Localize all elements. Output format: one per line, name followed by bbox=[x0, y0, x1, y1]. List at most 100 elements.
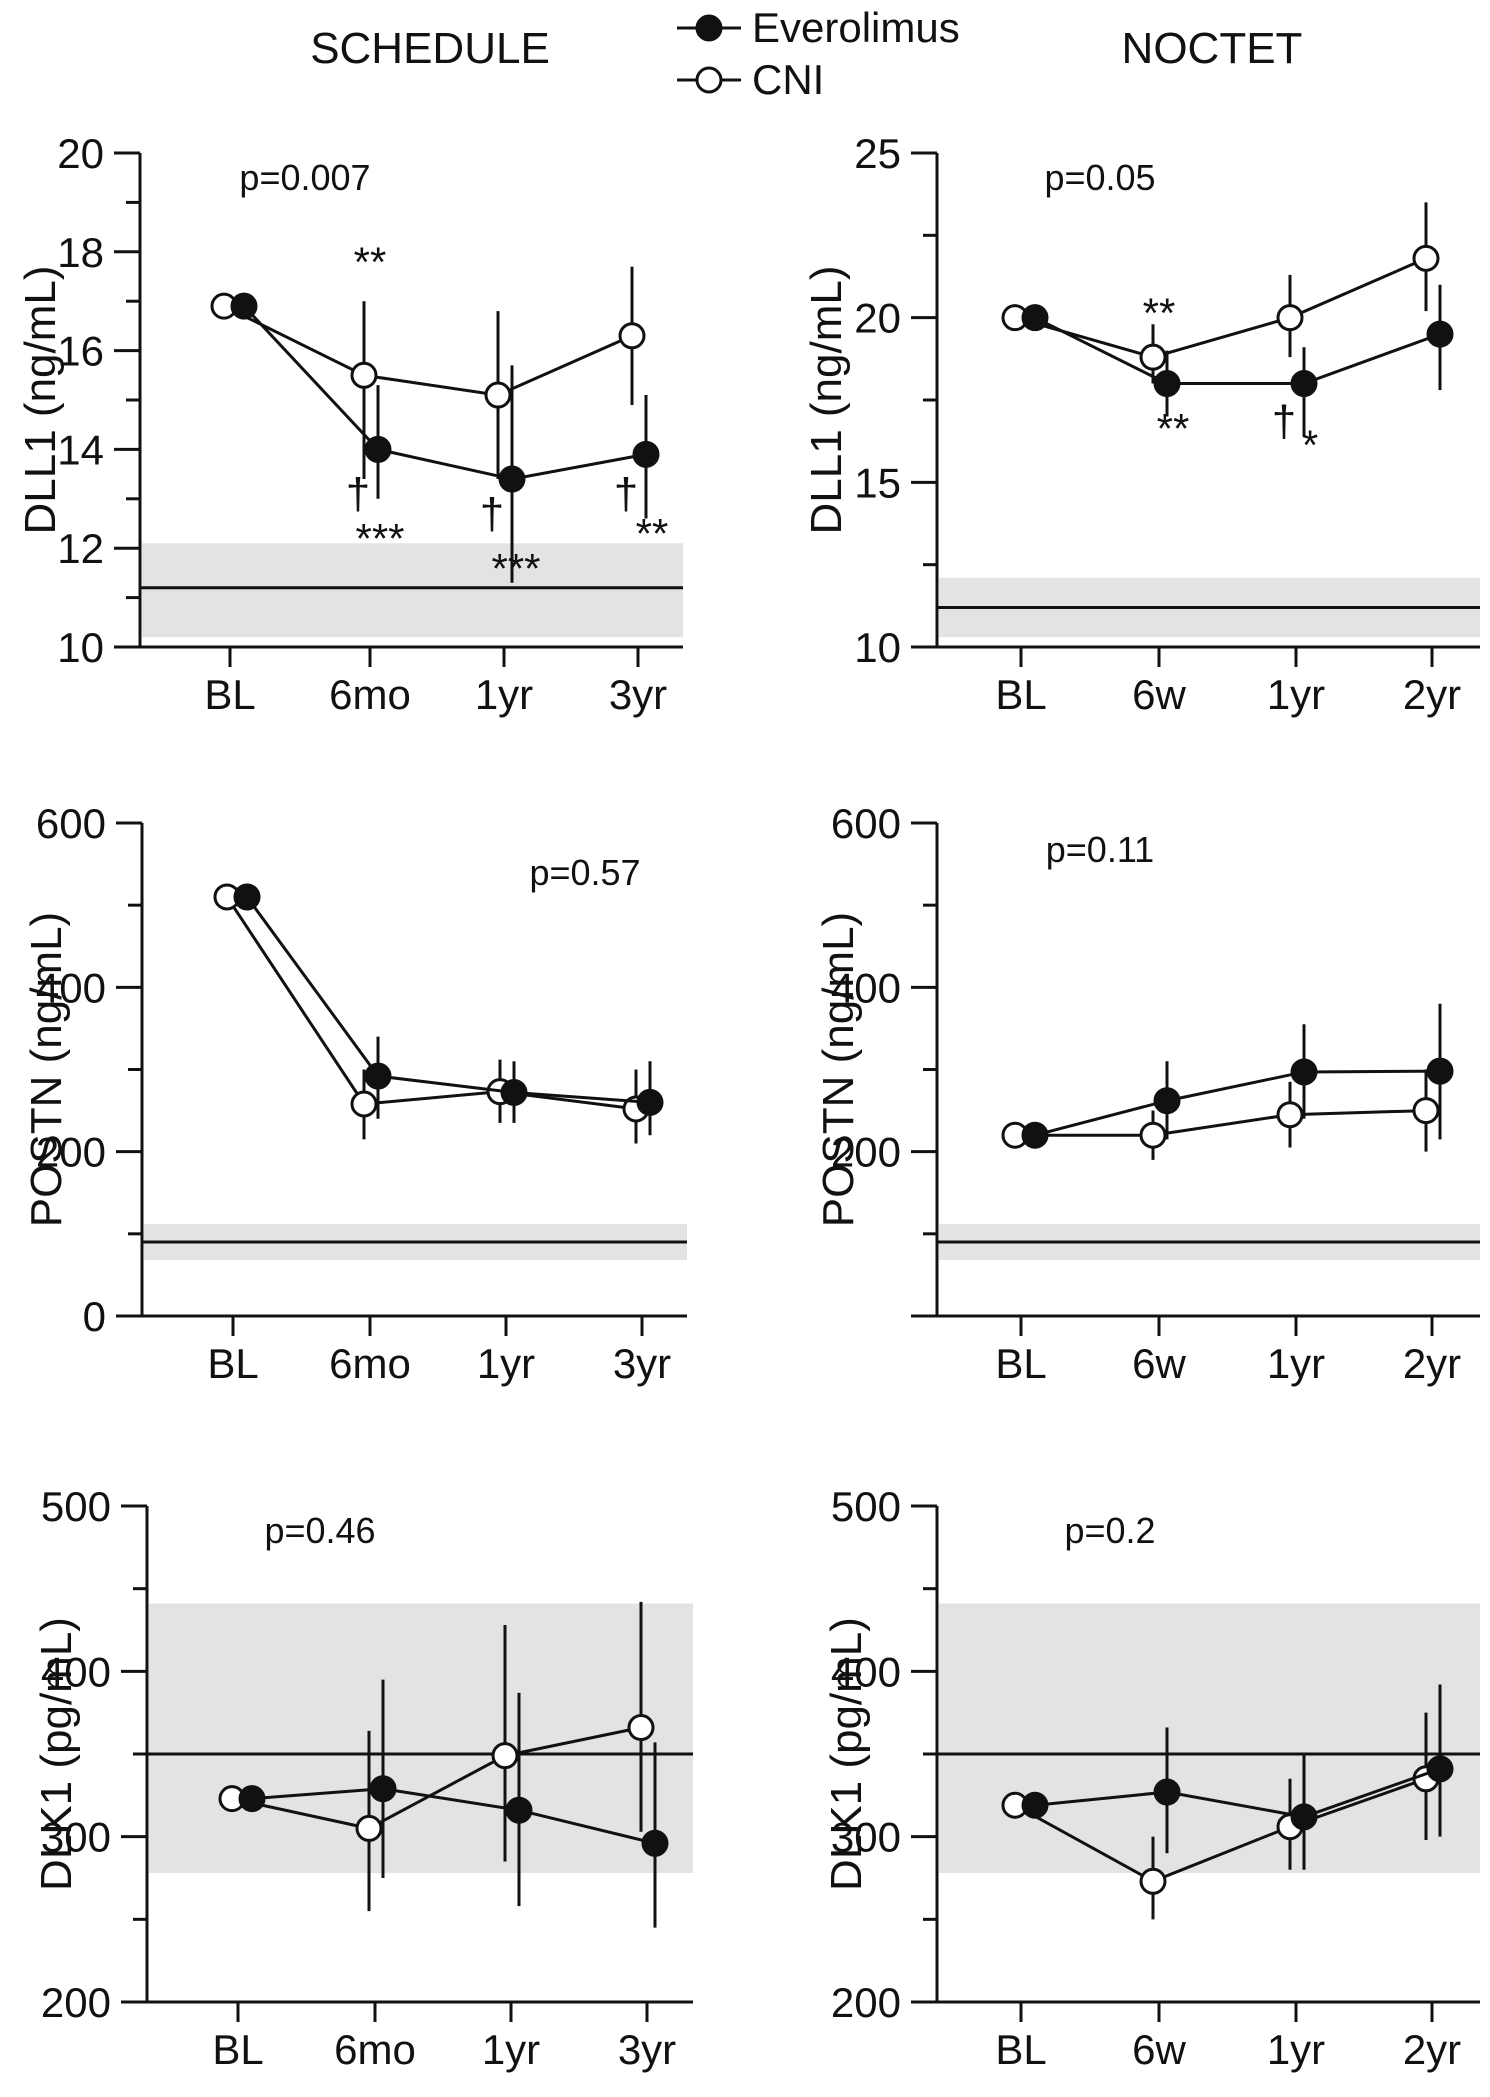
x-tick-label: 1yr bbox=[477, 1340, 535, 1387]
x-tick-label: BL bbox=[207, 1340, 258, 1387]
data-point-everolimus bbox=[230, 292, 258, 320]
y-tick-label: 0 bbox=[83, 1293, 106, 1340]
significance-mark: ** bbox=[636, 510, 669, 557]
legend: Everolimus CNI bbox=[677, 4, 960, 103]
p-value: p=0.46 bbox=[264, 1510, 375, 1551]
data-point-cni bbox=[627, 1714, 655, 1742]
p-value: p=0.57 bbox=[529, 852, 640, 893]
data-point-everolimus bbox=[1021, 1121, 1049, 1149]
legend-marker-cni bbox=[695, 66, 723, 94]
data-point-everolimus bbox=[364, 1062, 392, 1090]
y-tick-label: 10 bbox=[854, 624, 901, 671]
y-tick-label: 12 bbox=[57, 525, 104, 572]
series-line-everolimus bbox=[251, 1787, 656, 1845]
data-point-everolimus bbox=[1021, 304, 1049, 332]
chart-panels: 10 12 14 16 18 20 BL 6mo 1yr 3yr DLL1 (ng/mL) p=0.0… bbox=[16, 130, 1480, 2073]
data-point-everolimus bbox=[233, 883, 261, 911]
x-tick-label: BL bbox=[204, 671, 255, 718]
y-tick-label: 15 bbox=[854, 459, 901, 506]
y-tick-label: 400 bbox=[831, 1648, 901, 1695]
y-axis-label: DLL1 (ng/mL) bbox=[802, 265, 851, 534]
reference-band bbox=[149, 1603, 693, 1874]
data-point-cni bbox=[618, 322, 646, 350]
y-tick-label: 500 bbox=[831, 1483, 901, 1530]
x-tick-label: 2yr bbox=[1403, 2026, 1461, 2073]
x-tick-label: 1yr bbox=[475, 671, 533, 718]
x-tick-label: 6w bbox=[1132, 1340, 1186, 1387]
data-point-everolimus bbox=[238, 1785, 266, 1813]
x-tick-label: 3yr bbox=[618, 2026, 676, 2073]
y-tick-label: 200 bbox=[36, 1129, 106, 1176]
x-tick-label: 3yr bbox=[613, 1340, 671, 1387]
x-tick-label: 6w bbox=[1132, 671, 1186, 718]
reference-band bbox=[142, 543, 683, 638]
data-point-cni bbox=[1139, 1867, 1167, 1895]
y-tick-label: 20 bbox=[57, 130, 104, 177]
data-point-everolimus bbox=[636, 1088, 664, 1116]
y-tick-label: 500 bbox=[41, 1483, 111, 1530]
data-point-cni bbox=[1276, 304, 1304, 332]
data-point-cni bbox=[1276, 1101, 1304, 1129]
series-line-cni bbox=[1014, 1777, 1427, 1883]
significance-mark: † bbox=[1272, 397, 1296, 446]
data-point-everolimus bbox=[505, 1796, 533, 1824]
data-point-everolimus bbox=[1153, 370, 1181, 398]
data-point-everolimus bbox=[1290, 1803, 1318, 1831]
data-point-everolimus bbox=[641, 1829, 669, 1857]
data-point-cni bbox=[1412, 244, 1440, 272]
data-point-everolimus bbox=[364, 435, 392, 463]
y-tick-label: 200 bbox=[41, 1979, 111, 2026]
y-tick-label: 10 bbox=[57, 624, 104, 671]
data-point-cni bbox=[350, 1090, 378, 1118]
data-point-everolimus bbox=[1153, 1087, 1181, 1115]
y-axis-label: DLK1 (pg/mL) bbox=[822, 1617, 871, 1891]
data-point-everolimus bbox=[369, 1775, 397, 1803]
data-point-everolimus bbox=[1021, 1791, 1049, 1819]
data-point-everolimus bbox=[1426, 1755, 1454, 1783]
chart-panel-noctet-dlk1: 200 300 400 500 BL 6w 1yr 2yr DLK1 (pg/mL) p=0.2 bbox=[822, 1483, 1480, 2073]
legend-item-cni: CNI bbox=[677, 56, 824, 103]
series-line-everolimus bbox=[1034, 1767, 1441, 1819]
series-line-cni bbox=[1015, 1109, 1427, 1137]
x-tick-label: BL bbox=[995, 671, 1046, 718]
significance-mark: *** bbox=[491, 545, 540, 592]
significance-mark: * bbox=[1302, 421, 1318, 468]
series-line-cni bbox=[225, 896, 637, 1111]
y-tick-label: 400 bbox=[831, 964, 901, 1011]
chart-panel-schedule-dll1: 10 12 14 16 18 20 BL 6mo 1yr 3yr DLL1 (ng/mL) p=0.0… bbox=[16, 130, 683, 718]
data-point-everolimus bbox=[632, 440, 660, 468]
y-tick-label: 20 bbox=[854, 295, 901, 342]
y-tick-label: 200 bbox=[831, 1979, 901, 2026]
y-tick-label: 600 bbox=[36, 800, 106, 847]
significance-mark: ** bbox=[354, 239, 387, 286]
significance-mark: † bbox=[480, 489, 504, 538]
series-line-everolimus bbox=[245, 896, 651, 1104]
data-point-everolimus bbox=[1153, 1778, 1181, 1806]
y-axis-label: DLL1 (ng/mL) bbox=[16, 265, 65, 534]
x-tick-label: BL bbox=[995, 2026, 1046, 2073]
y-tick-label: 400 bbox=[41, 1648, 111, 1695]
data-point-cni bbox=[355, 1814, 383, 1842]
significance-mark: ** bbox=[1143, 290, 1176, 337]
x-tick-label: 1yr bbox=[1267, 1340, 1325, 1387]
data-point-everolimus bbox=[1426, 320, 1454, 348]
x-tick-label: 3yr bbox=[609, 671, 667, 718]
data-point-everolimus bbox=[1290, 370, 1318, 398]
y-tick-label: 200 bbox=[831, 1129, 901, 1176]
significance-mark: ** bbox=[1157, 405, 1190, 452]
data-point-everolimus bbox=[498, 465, 526, 493]
x-tick-label: 1yr bbox=[482, 2026, 540, 2073]
legend-label-everolimus: Everolimus bbox=[752, 4, 960, 51]
p-value: p=0.05 bbox=[1044, 157, 1155, 198]
series-line-cni bbox=[231, 1726, 642, 1830]
legend-marker-everolimus bbox=[695, 14, 723, 42]
data-point-cni bbox=[1139, 343, 1167, 371]
data-point-cni bbox=[491, 1742, 519, 1770]
reference-band bbox=[939, 1603, 1480, 1874]
y-axis-label: DLK1 (pg/mL) bbox=[32, 1617, 81, 1891]
header-schedule: SCHEDULE bbox=[310, 24, 550, 73]
chart-panel-schedule-dlk1: 200 300 400 500 BL 6mo 1yr 3yr DLK1 (pg/mL) p=0.4… bbox=[32, 1483, 693, 2073]
significance-mark: *** bbox=[355, 515, 404, 562]
data-point-everolimus bbox=[1426, 1057, 1454, 1085]
